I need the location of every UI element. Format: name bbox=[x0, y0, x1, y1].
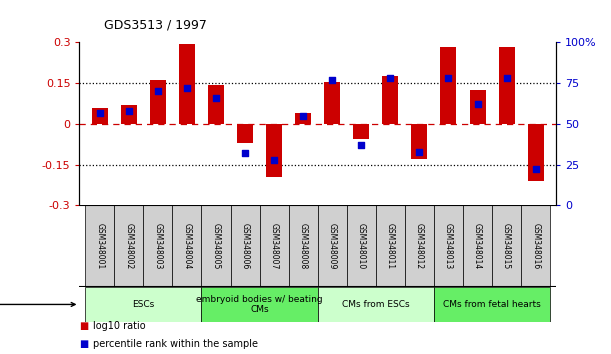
Text: GSM348004: GSM348004 bbox=[183, 223, 191, 269]
FancyBboxPatch shape bbox=[230, 205, 260, 287]
FancyBboxPatch shape bbox=[318, 287, 434, 322]
Text: CMs from fetal hearts: CMs from fetal hearts bbox=[443, 300, 541, 309]
Bar bbox=[411, 124, 428, 159]
Text: GSM348003: GSM348003 bbox=[153, 223, 163, 269]
Point bbox=[502, 75, 511, 81]
FancyBboxPatch shape bbox=[434, 205, 463, 287]
Text: embryoid bodies w/ beating
CMs: embryoid bodies w/ beating CMs bbox=[196, 295, 323, 314]
FancyBboxPatch shape bbox=[86, 287, 202, 322]
Text: GSM348013: GSM348013 bbox=[444, 223, 453, 269]
Bar bbox=[237, 124, 253, 143]
Point bbox=[240, 150, 250, 156]
Bar bbox=[150, 80, 166, 124]
Text: GSM348014: GSM348014 bbox=[473, 223, 482, 269]
Text: cell type: cell type bbox=[0, 299, 75, 309]
FancyBboxPatch shape bbox=[288, 205, 318, 287]
Bar bbox=[208, 85, 224, 124]
Text: GSM348010: GSM348010 bbox=[357, 223, 366, 269]
Text: GSM348002: GSM348002 bbox=[124, 223, 133, 269]
Point bbox=[444, 75, 453, 81]
Bar bbox=[179, 44, 195, 124]
FancyBboxPatch shape bbox=[434, 287, 550, 322]
Text: percentile rank within the sample: percentile rank within the sample bbox=[93, 339, 258, 349]
Point bbox=[182, 85, 192, 91]
Point bbox=[386, 75, 395, 81]
FancyBboxPatch shape bbox=[114, 205, 144, 287]
Point bbox=[269, 157, 279, 162]
Text: ESCs: ESCs bbox=[132, 300, 155, 309]
FancyBboxPatch shape bbox=[172, 205, 202, 287]
Text: ■: ■ bbox=[79, 339, 89, 349]
Bar bbox=[382, 76, 398, 124]
Text: GSM348011: GSM348011 bbox=[386, 223, 395, 269]
Text: ■: ■ bbox=[79, 321, 89, 331]
Bar bbox=[121, 105, 137, 124]
Text: GSM348005: GSM348005 bbox=[211, 223, 221, 269]
FancyBboxPatch shape bbox=[492, 205, 521, 287]
Text: CMs from ESCs: CMs from ESCs bbox=[342, 300, 409, 309]
Point bbox=[124, 108, 134, 114]
Bar bbox=[441, 47, 456, 124]
Point bbox=[211, 95, 221, 101]
FancyBboxPatch shape bbox=[521, 205, 550, 287]
Bar bbox=[499, 47, 514, 124]
Point bbox=[298, 113, 308, 119]
Point bbox=[356, 142, 366, 148]
Point bbox=[153, 88, 163, 94]
FancyBboxPatch shape bbox=[144, 205, 172, 287]
Text: GSM348015: GSM348015 bbox=[502, 223, 511, 269]
Text: GSM348007: GSM348007 bbox=[269, 223, 279, 269]
Text: GSM348016: GSM348016 bbox=[531, 223, 540, 269]
Text: GSM348001: GSM348001 bbox=[95, 223, 104, 269]
Point bbox=[531, 167, 541, 172]
Text: log10 ratio: log10 ratio bbox=[93, 321, 145, 331]
FancyBboxPatch shape bbox=[376, 205, 405, 287]
Text: GSM348009: GSM348009 bbox=[327, 223, 337, 269]
FancyBboxPatch shape bbox=[260, 205, 288, 287]
FancyBboxPatch shape bbox=[347, 205, 376, 287]
FancyBboxPatch shape bbox=[318, 205, 347, 287]
Text: GDS3513 / 1997: GDS3513 / 1997 bbox=[104, 19, 207, 32]
Point bbox=[95, 110, 104, 115]
Point bbox=[414, 149, 424, 154]
FancyBboxPatch shape bbox=[86, 205, 114, 287]
Text: GSM348008: GSM348008 bbox=[299, 223, 308, 269]
FancyBboxPatch shape bbox=[202, 287, 318, 322]
FancyBboxPatch shape bbox=[202, 205, 230, 287]
FancyBboxPatch shape bbox=[405, 205, 434, 287]
Text: GSM348012: GSM348012 bbox=[415, 223, 424, 269]
FancyBboxPatch shape bbox=[463, 205, 492, 287]
Bar bbox=[295, 113, 311, 124]
Bar bbox=[324, 82, 340, 124]
Bar bbox=[266, 124, 282, 177]
Point bbox=[473, 102, 483, 107]
Bar bbox=[353, 124, 369, 139]
Text: GSM348006: GSM348006 bbox=[241, 223, 249, 269]
Point bbox=[327, 77, 337, 83]
Bar bbox=[470, 90, 486, 124]
Bar bbox=[92, 108, 108, 124]
Bar bbox=[528, 124, 544, 181]
